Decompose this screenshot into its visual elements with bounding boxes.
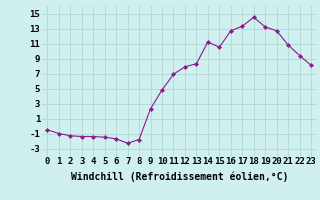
X-axis label: Windchill (Refroidissement éolien,°C): Windchill (Refroidissement éolien,°C) — [70, 172, 288, 182]
